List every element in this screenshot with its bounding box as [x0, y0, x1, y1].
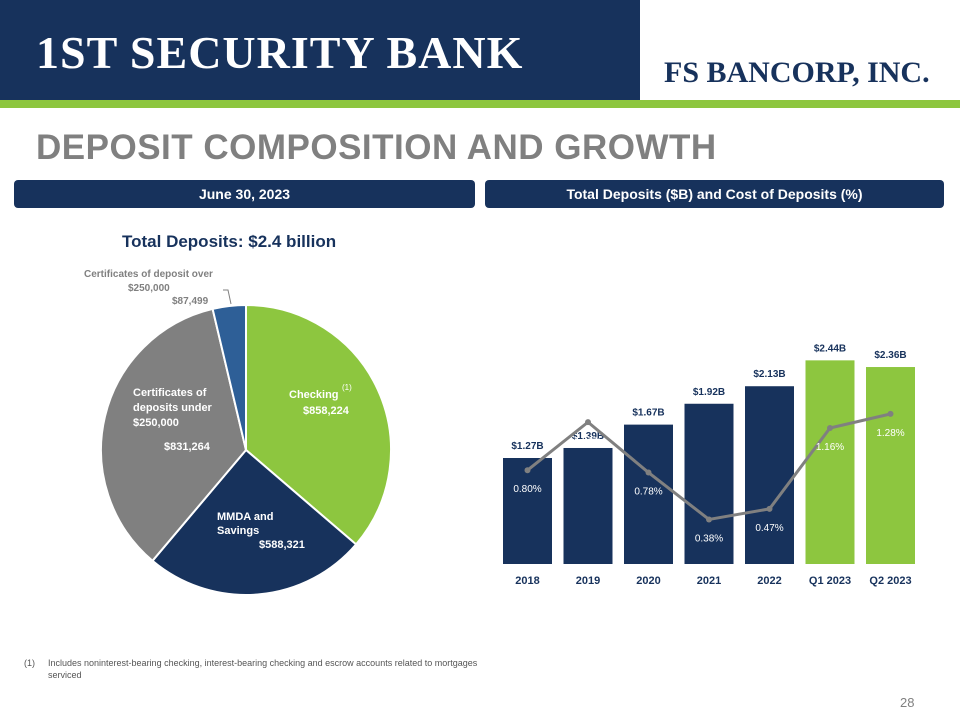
x-axis-tick-label-0: 2018	[515, 575, 539, 587]
line-value-label-5: 1.16%	[816, 442, 844, 453]
bar-3	[684, 403, 734, 564]
total-deposits-label: Total Deposits: $2.4 billion	[122, 232, 337, 251]
bar-value-label-5: $2.44B	[814, 343, 846, 354]
bar-0	[503, 458, 552, 564]
pie-value-mmda: $588,321	[259, 539, 305, 551]
pie-label-checking-footnote: (1)	[342, 383, 352, 392]
line-value-label-0: 0.80%	[513, 484, 541, 495]
pie-label-checking: Checking	[289, 389, 339, 401]
pie-label-mmda-line2: Savings	[217, 525, 259, 537]
bar-4	[745, 386, 794, 564]
pie-label-cd-over-line2: $250,000	[128, 283, 170, 294]
line-point-1	[585, 419, 591, 426]
line-point-3	[706, 516, 712, 523]
bar-1	[563, 447, 613, 564]
footnote-marker: (1)	[24, 658, 35, 668]
line-point-2	[645, 469, 652, 476]
pie-label-cd-under-line2: deposits under	[133, 402, 213, 414]
pie-value-cd-under: $831,264	[164, 441, 211, 453]
pie-value-cd-over: $87,499	[172, 296, 209, 307]
pie-label-cd-over-line1: Certificates of deposit over	[84, 269, 213, 280]
x-axis-tick-label-4: 2022	[757, 575, 781, 587]
page-title: DEPOSIT COMPOSITION AND GROWTH	[36, 128, 717, 167]
bar-value-label-1: $1.39B	[572, 431, 604, 442]
line-value-label-4: 0.47%	[755, 523, 783, 534]
header-divider	[640, 0, 642, 100]
deposit-composition-pie-chart: Checking (1) $858,224 MMDA and Savings $…	[84, 269, 392, 596]
bar-6	[866, 367, 915, 564]
pie-label-mmda-line1: MMDA and	[217, 511, 273, 523]
pie-label-cd-under-line3: $250,000	[133, 417, 179, 429]
bar-2	[624, 424, 673, 564]
bar-value-label-2: $1.67B	[632, 408, 664, 419]
header-logo-area	[640, 0, 960, 100]
x-axis-tick-label-2: 2020	[636, 575, 660, 587]
line-point-5	[827, 425, 833, 431]
left-panel-header: June 30, 2023	[14, 180, 475, 208]
bar-value-label-4: $2.13B	[753, 369, 785, 380]
x-axis-tick-label-3: 2021	[697, 575, 721, 587]
bar-value-label-3: $1.92B	[693, 387, 725, 398]
header-accent-stripe	[0, 100, 960, 108]
bank-logo-text: 1ST SECURITY BANK	[36, 27, 524, 78]
deposits-bar-chart: $1.27B 2018 $1.39B 2019 $1.67B 2020 $1.92B 2021…	[503, 343, 915, 587]
pie-slice-3	[211, 303, 247, 451]
corp-logo-text: FS BANCORP, INC.	[664, 56, 930, 89]
pie-slice-0	[245, 303, 392, 546]
line-point-6	[887, 410, 894, 417]
pie-label-cd-under-line1: Certificates of	[133, 387, 207, 399]
line-value-label-1: 1.21%	[574, 436, 602, 447]
header-band	[0, 0, 640, 100]
bar-value-label-0: $1.27B	[511, 441, 543, 452]
bar-value-label-6: $2.36B	[874, 350, 906, 361]
pie-slice-1	[151, 448, 358, 596]
line-value-label-6: 1.28%	[876, 428, 904, 439]
pie-slice-2	[100, 307, 248, 563]
footnote-text: Includes noninterest-bearing checking, i…	[48, 658, 478, 680]
pie-leader-line-cd-over	[223, 289, 232, 305]
line-value-label-2: 0.78%	[634, 487, 662, 498]
x-axis-tick-label-5: Q1 2023	[809, 575, 851, 587]
page-number: 28	[900, 695, 915, 710]
bar-5	[805, 360, 855, 564]
line-point-4	[766, 505, 773, 512]
x-axis-tick-label-1: 2019	[576, 575, 600, 587]
x-axis-tick-label-6: Q2 2023	[869, 575, 911, 587]
right-panel-header: Total Deposits ($B) and Cost of Deposits…	[485, 180, 944, 208]
pie-value-checking: $858,224	[303, 405, 350, 417]
line-value-label-3: 0.38%	[695, 533, 723, 544]
line-point-0	[524, 467, 531, 474]
